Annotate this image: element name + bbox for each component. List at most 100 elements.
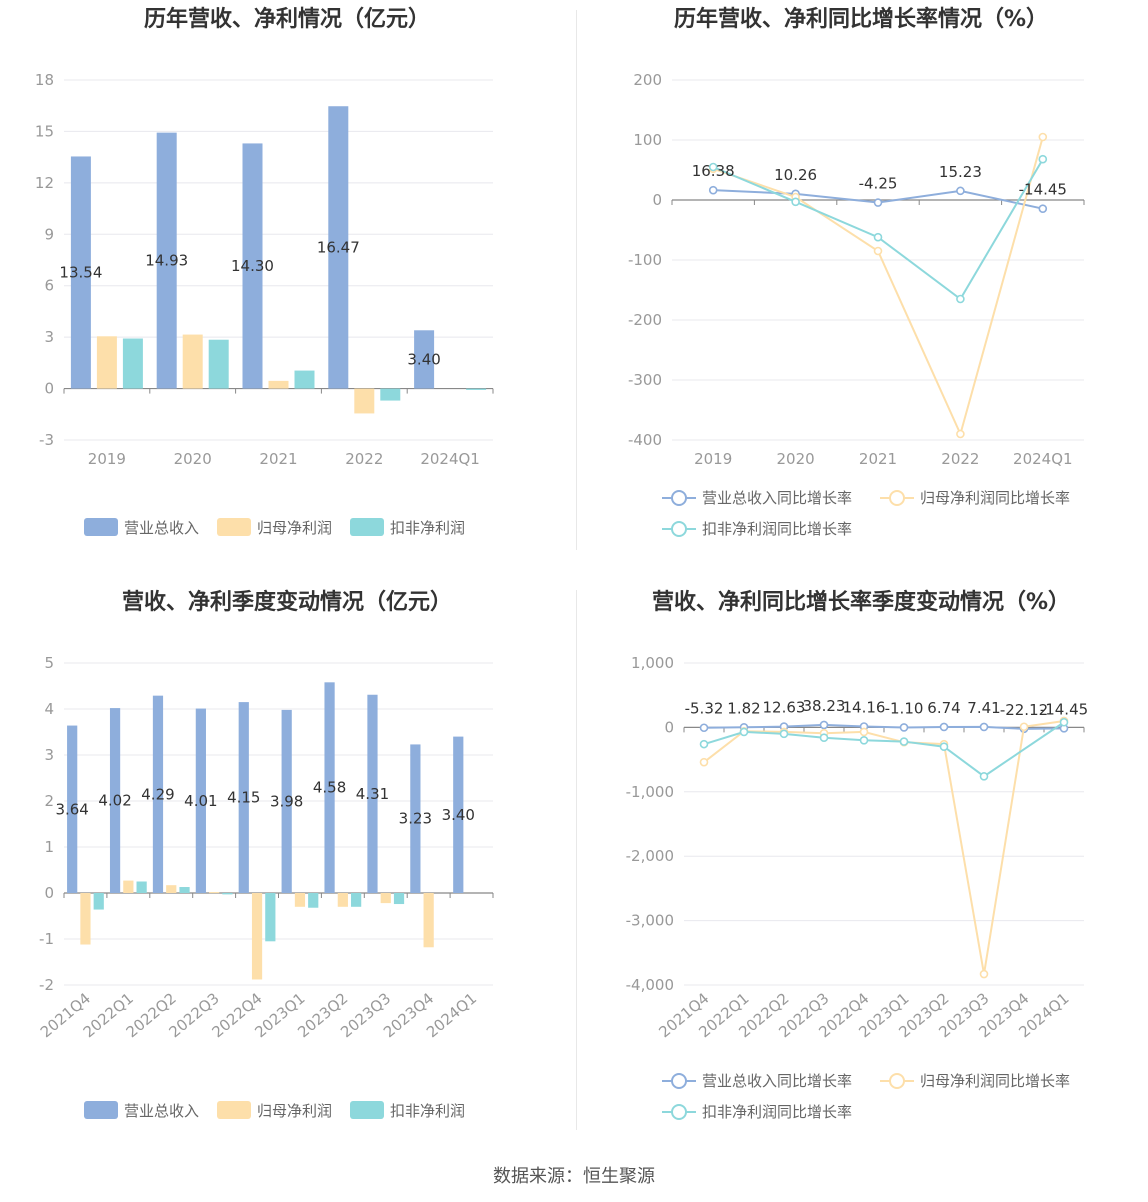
bar: [393, 893, 405, 905]
y-tick-label: -1: [39, 930, 54, 948]
series-point: [1059, 717, 1069, 727]
series-point: [779, 729, 789, 739]
bar: [238, 702, 249, 893]
series-point: [1019, 722, 1029, 732]
data-label: -4.25: [859, 175, 898, 193]
bar: [354, 388, 375, 414]
series-point: [939, 742, 949, 752]
legend-swatch: [84, 518, 118, 536]
x-tick-label: 2024Q1: [1013, 450, 1073, 468]
legend-label: 扣非净利润同比增长率: [702, 520, 852, 538]
bar: [70, 156, 91, 389]
x-tick-label: 2020: [174, 450, 212, 468]
y-tick-label: -1,000: [626, 783, 674, 801]
series-point: [708, 185, 718, 195]
bar: [380, 388, 401, 401]
series-point: [979, 722, 989, 732]
x-tick-label: 2021: [259, 450, 297, 468]
y-tick-label: 15: [35, 122, 54, 140]
data-label: 6.74: [927, 699, 960, 717]
y-tick-label: 1: [44, 838, 54, 856]
legend-label: 营业总收入同比增长率: [702, 1072, 852, 1090]
annual-growth-svg: 历年营收、净利同比增长率情况（%） -400 -300 -200 -100 0 100 200…: [628, 6, 1085, 538]
series-point: [1038, 132, 1048, 142]
data-label: 12.63: [763, 699, 806, 717]
bar: [423, 893, 434, 948]
y-tick-label: 12: [35, 174, 54, 192]
legend-swatch-point: [671, 1073, 687, 1089]
data-label: 14.30: [231, 257, 274, 275]
data-label: 3.40: [407, 350, 440, 368]
series-point: [819, 733, 829, 743]
y-tick-label: 9: [44, 225, 54, 243]
bar: [96, 336, 117, 389]
bar: [209, 892, 220, 894]
chart-title: 历年营收、净利同比增长率情况（%）: [674, 6, 1048, 32]
bar: [122, 338, 143, 389]
series-point: [873, 246, 883, 256]
x-tick-label: 2024Q1: [420, 450, 480, 468]
bar: [466, 388, 487, 390]
data-label: 4.02: [98, 792, 131, 810]
series-point: [956, 294, 965, 304]
series-point: [859, 727, 869, 737]
y-tick-label: -200: [628, 311, 662, 329]
x-tick-label: 2020: [777, 450, 815, 468]
y-tick-label: 0: [44, 380, 54, 398]
data-label: 14.93: [145, 252, 188, 270]
series-point: [791, 197, 800, 207]
legend-label: 扣非净利润: [390, 1102, 465, 1120]
x-tick-label: 2022: [941, 450, 979, 468]
legend-swatch-point: [671, 1104, 687, 1120]
bar: [109, 708, 121, 893]
x-tick-label: 2021: [859, 450, 897, 468]
annual-growth-chart: 历年营收、净利同比增长率情况（%） -400 -300 -200 -100 0 100 200…: [574, 0, 1148, 580]
legend-label: 归母净利润同比增长率: [920, 1072, 1070, 1090]
bar: [281, 709, 292, 893]
data-label: 7.41: [967, 699, 1000, 717]
y-tick-label: -2: [39, 976, 54, 994]
series-point: [739, 727, 749, 737]
y-tick-label: 5: [44, 654, 54, 672]
data-label: 16.38: [692, 162, 735, 180]
bar: [380, 893, 391, 904]
data-label: -22.12: [1000, 701, 1048, 719]
bar: [156, 132, 177, 389]
data-label: 4.29: [141, 785, 174, 803]
quarterly-growth-chart: 营收、净利同比增长率季度变动情况（%） -4,000 -3,000 -2,000 -1,…: [574, 582, 1148, 1162]
annual-amounts-svg: 历年营收、净利情况（亿元） -3 0 3 6 9 12 15 18 2019 2020 2021 202…: [35, 6, 494, 537]
y-tick-label: 4: [44, 700, 54, 718]
series-point: [699, 739, 709, 749]
legend-swatch-point: [671, 490, 687, 506]
series-point: [708, 162, 718, 172]
bar: [152, 695, 164, 893]
bar: [268, 380, 289, 389]
divider-bottom: [576, 590, 577, 1130]
bar: [265, 893, 276, 942]
series-point: [859, 735, 869, 745]
bar: [294, 370, 315, 389]
data-label: 4.58: [313, 779, 346, 797]
bar: [182, 334, 203, 389]
data-label: 1.82: [727, 699, 760, 717]
series-point: [1038, 154, 1048, 164]
x-tick-label: 2019: [694, 450, 732, 468]
legend-swatch-point: [671, 521, 687, 537]
chart-title: 营收、净利季度变动情况（亿元）: [122, 589, 452, 615]
bar: [324, 682, 335, 893]
bar: [367, 694, 378, 893]
data-label: 3.98: [270, 792, 303, 810]
data-label: 3.40: [442, 806, 475, 824]
y-tick-label: -100: [628, 251, 662, 269]
chart-title: 营收、净利同比增长率季度变动情况（%）: [652, 589, 1070, 615]
data-label: 3.23: [399, 810, 432, 828]
y-tick-label: 18: [35, 71, 54, 89]
annual-amounts-chart: 历年营收、净利情况（亿元） -3 0 3 6 9 12 15 18 2019 2020 2021 202…: [0, 0, 574, 580]
bar: [195, 708, 206, 893]
data-label: 38.23: [803, 697, 846, 715]
y-tick-label: 3: [44, 746, 54, 764]
series-point: [979, 969, 989, 979]
quarterly-amounts-svg: 营收、净利季度变动情况（亿元）-2-10123452021Q42022Q1202…: [37, 589, 494, 1120]
data-label: 15.23: [939, 163, 982, 181]
bar: [208, 339, 229, 389]
